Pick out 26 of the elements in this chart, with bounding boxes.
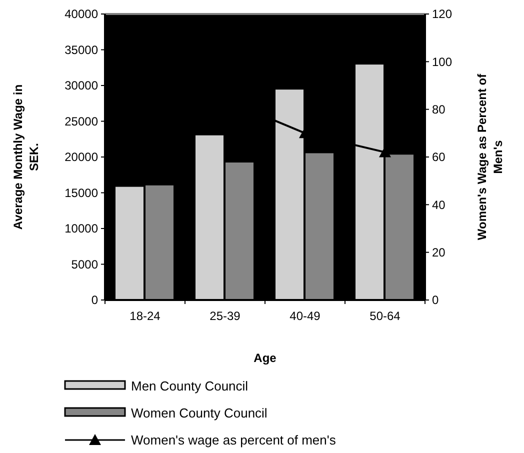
legend-label: Men County Council [131,378,248,394]
legend-label: Women's wage as percent of men's [131,432,336,448]
y-tick-label: 0 [91,293,98,308]
y2-tick-label: 60 [432,150,446,164]
y2-tick-label: 100 [432,54,452,69]
x-tick-label: 40-49 [290,309,321,323]
y-tick-label: 35000 [64,42,98,57]
legend-label: Women County Council [131,406,268,421]
y2-tick-label: 20 [432,246,446,260]
y2-axis-title: Women's Wage as Percent of Men's [475,72,505,240]
y-tick-label: 15000 [64,186,98,200]
y-tick-label: 40000 [64,7,98,22]
y-tick-label: 10000 [64,222,98,236]
x-tick-label: 50-64 [370,309,401,323]
y-tick-label: 20000 [64,150,98,164]
x-tick-label: 18-24 [130,309,161,323]
y2-tick-label: 40 [432,198,446,212]
x-tick-label: 25-39 [210,309,241,323]
y-tick-label: 30000 [64,78,98,93]
x-axis-title: Age [254,351,277,365]
y2-tick-label: 80 [432,102,446,117]
y-tick-label: 5000 [71,257,98,272]
y2-tick-label: 120 [432,7,452,22]
y2-tick-label: 0 [432,293,439,308]
y-axis-title: Average Monthly Wage in SEK. [11,84,41,230]
y-tick-label: 25000 [64,114,98,128]
